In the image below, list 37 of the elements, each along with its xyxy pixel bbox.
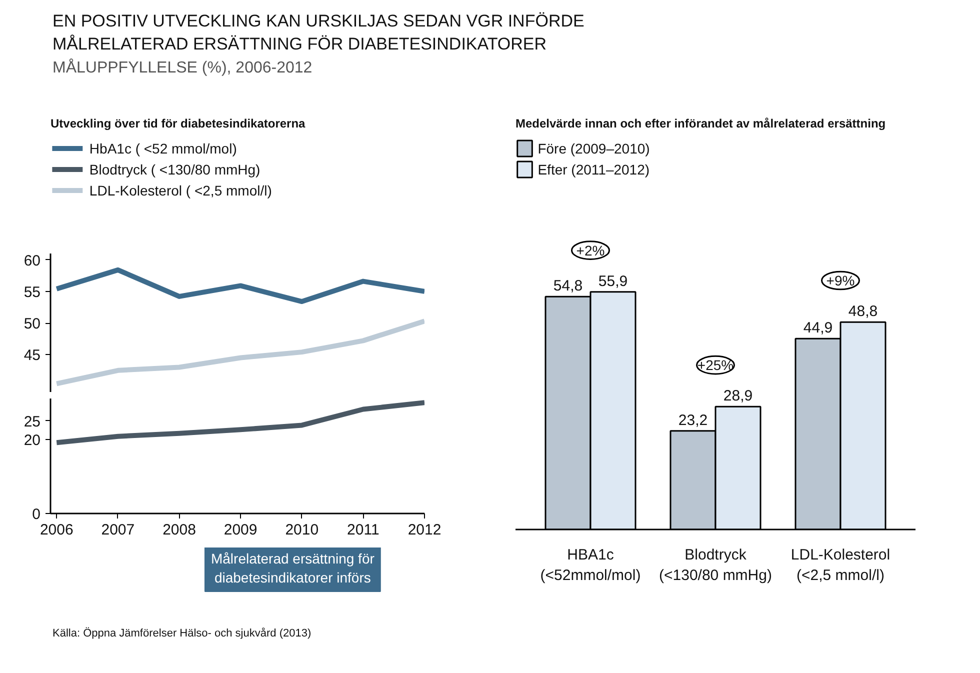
x-tick-label: 2006 [40, 522, 74, 538]
data-label: 55,9 [598, 272, 628, 290]
legend-label: Blodtryck ( <130/80 mmHg) [89, 162, 260, 178]
y-tick-label: 50 [24, 316, 41, 332]
chart-title: Medelvärde innan och efter införandet av målrelaterad ersättning [516, 116, 886, 130]
data-label: 23,2 [678, 412, 708, 429]
y-tick-label: 20 [24, 432, 41, 449]
y-tick-label: 45 [24, 347, 41, 364]
legend-label: Före (2009–2010) [538, 140, 650, 156]
x-tick-label: 2012 [408, 522, 442, 538]
data-label: 54,8 [553, 278, 583, 295]
y-tick-label: 55 [24, 284, 41, 301]
data-label: 28,9 [723, 388, 753, 405]
y-tick-label: 0 [32, 506, 40, 523]
x-tick-label: Blodtryck (<130/80 mmHg) [659, 546, 772, 584]
y-tick-label: 25 [24, 413, 41, 430]
legend-label: LDL-Kolesterol ( <2,5 mmol/l) [89, 182, 272, 198]
x-tick-label: 2008 [162, 522, 196, 538]
legend-label: Efter (2011–2012) [538, 162, 650, 178]
annotation: +25% [697, 357, 734, 374]
data-label: 48,8 [848, 303, 878, 320]
x-tick-label: 2009 [224, 522, 258, 538]
data-label: 44,9 [803, 320, 833, 337]
text: MÅLUPPFYLLELSE (%), 2006-2012 [52, 58, 312, 76]
chart-title: Utveckling över tid för diabetesindikatorerna [50, 116, 306, 130]
text: Källa: Öppna Jämförelser Hälso- och sjukvård (2013) [52, 626, 312, 640]
text: +2% [576, 242, 605, 258]
text: EN POSITIV UTVECKLING KAN URSKILJAS SEDAN VGR INFÖRDE MÅLRELATERAD ERSÄTTNING FÖR DIABETESINDIKATORER [52, 12, 584, 54]
text: +9% [826, 272, 855, 288]
x-tick-label: HBA1c (<52mmol/mol) [540, 546, 641, 584]
x-tick-label: LDL-Kolesterol (<2,5 mmol/l) [790, 546, 890, 584]
legend-label: HbA1c ( <52 mmol/mol) [89, 140, 237, 156]
x-tick-label: 2007 [101, 522, 135, 538]
x-tick-label: 2010 [285, 522, 319, 538]
y-tick-label: 60 [24, 252, 41, 270]
text: Målrelaterad ersättning för diabetesindikatorer införs [210, 550, 375, 586]
x-tick-label: 2011 [347, 522, 380, 538]
